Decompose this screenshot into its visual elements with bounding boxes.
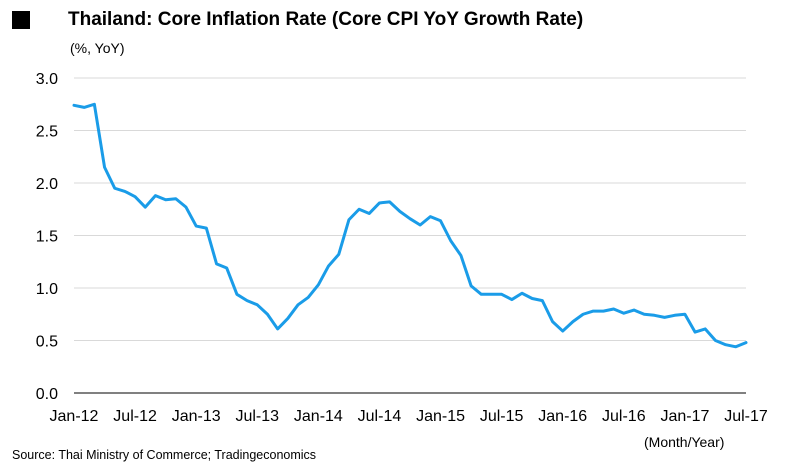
grid-lines [74,77,746,341]
y-tick-labels: 0.0 0.5 1.0 1.5 2.0 2.5 3.0 [36,71,58,403]
y-tick-label: 0.5 [36,334,58,351]
title-row: Thailand: Core Inflation Rate (Core CPI … [12,6,583,34]
chart-title: Thailand: Core Inflation Rate (Core CPI … [68,9,584,30]
x-tick-label: Jan-13 [172,408,221,425]
y-tick-label: 2.5 [36,124,58,141]
black-square-icon [12,11,30,29]
x-tick-label: Jan-14 [294,408,343,425]
x-tick-label: Jul-16 [602,408,646,425]
x-tick-label: Jan-16 [538,408,587,425]
y-tick-label: 0.0 [36,386,58,403]
y-unit-label: (%, YoY) [70,40,125,56]
x-tick-label: Jan-17 [660,408,709,425]
source-note: Source: Thai Ministry of Commerce; Tradi… [12,448,317,462]
series-line-core-cpi [72,102,748,349]
x-tick-label: Jul-12 [113,408,157,425]
y-tick-label: 1.0 [36,281,58,298]
x-tick-label: Jul-17 [724,408,768,425]
x-axis-note: (Month/Year) [644,434,725,450]
y-tick-label: 3.0 [36,71,58,88]
y-tick-label: 1.5 [36,229,58,246]
x-tick-label: Jan-15 [416,408,465,425]
x-tick-label: Jul-13 [235,408,279,425]
x-tick-label: Jan-12 [50,408,99,425]
x-tick-label: Jul-15 [480,408,524,425]
y-tick-label: 2.0 [36,176,58,193]
x-tick-label: Jul-14 [358,408,402,425]
x-tick-labels: Jan-12 Jul-12 Jan-13 Jul-13 Jan-14 Jul-14 Jan-… [50,408,768,425]
